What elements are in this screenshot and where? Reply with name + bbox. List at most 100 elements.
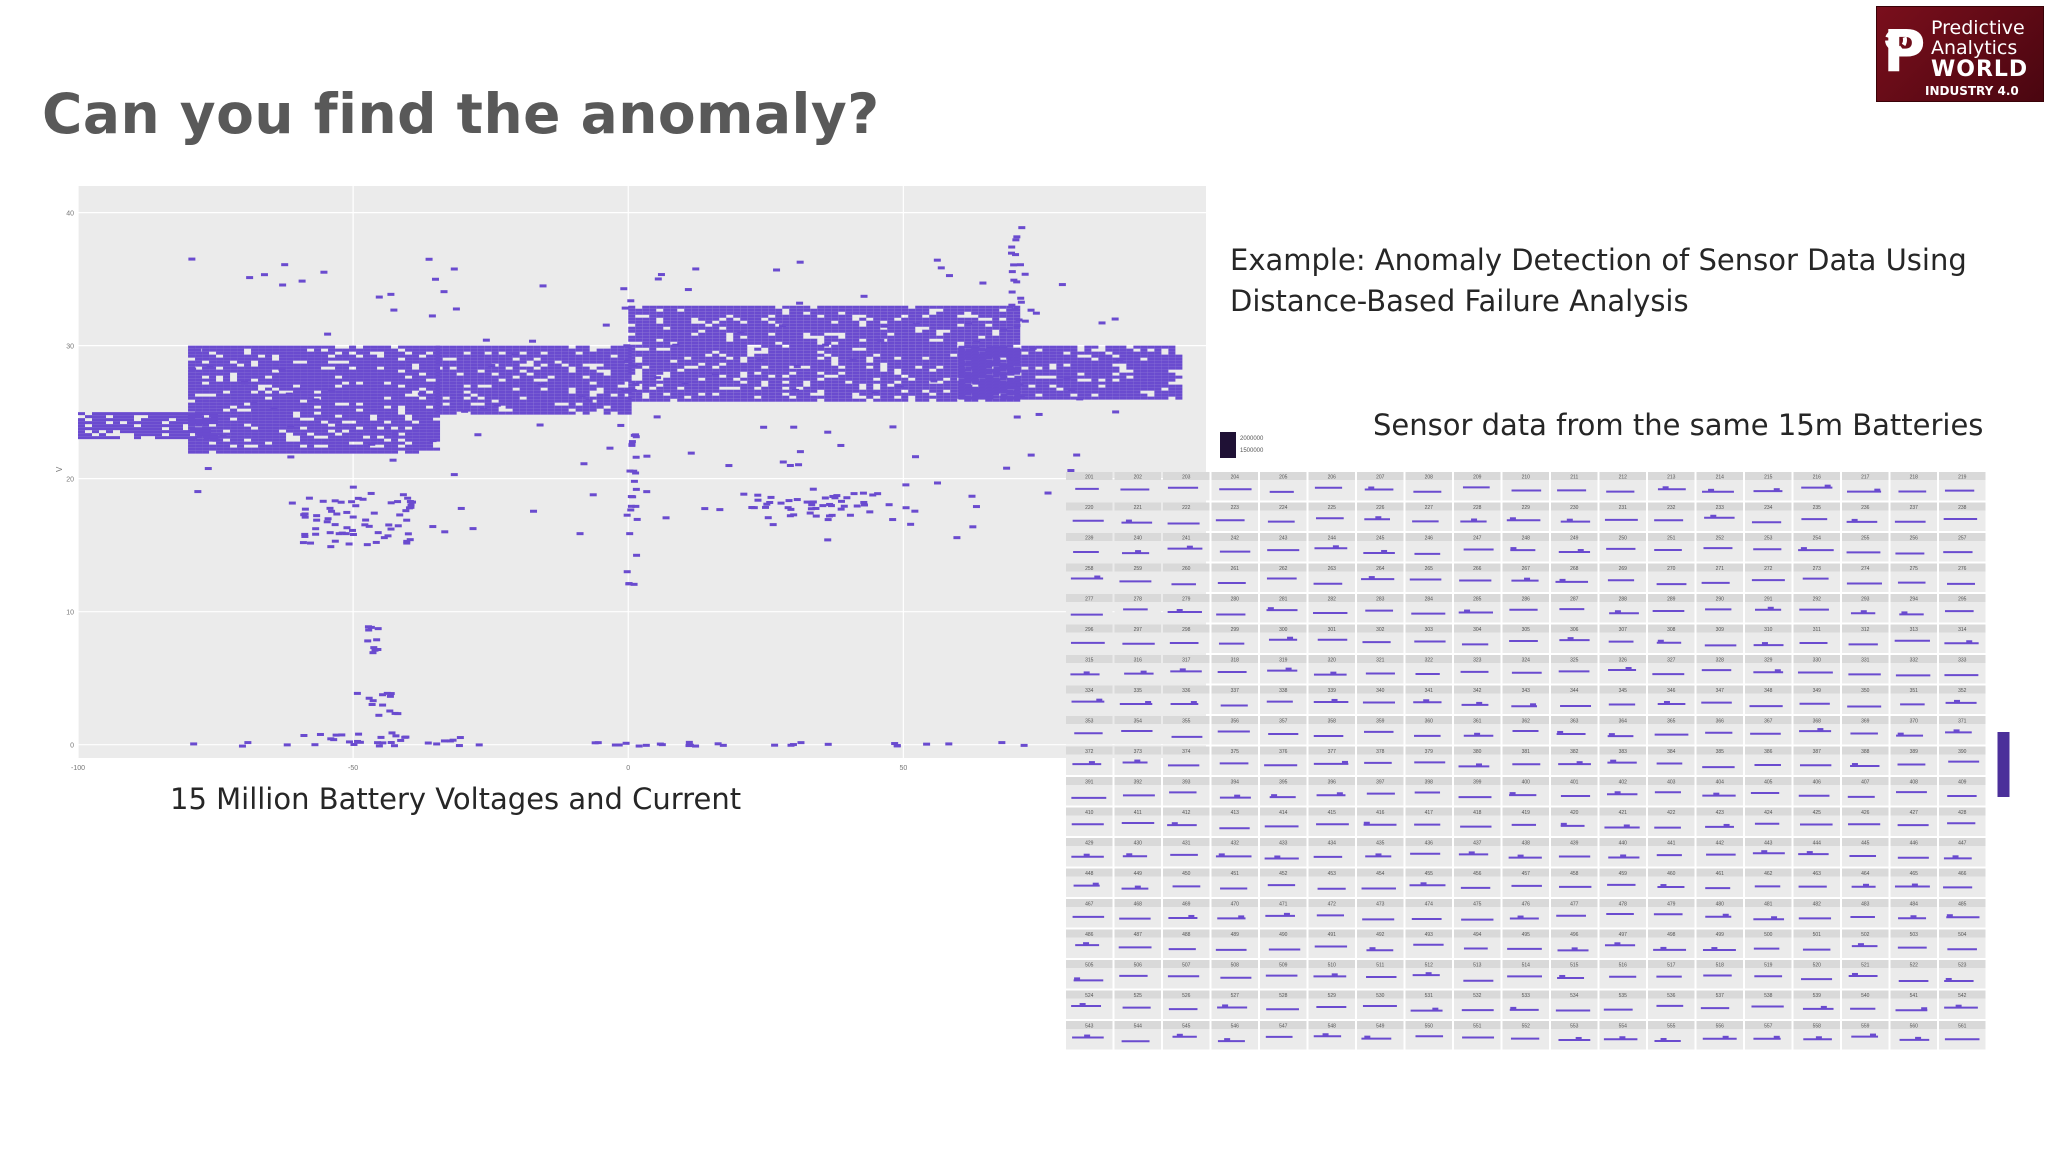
- scatter-point: [726, 395, 734, 399]
- scatter-point: [561, 375, 569, 379]
- scatter-point: [999, 305, 1007, 309]
- scatter-point: [642, 350, 650, 354]
- scatter-point: [796, 450, 804, 454]
- scatter-point: [1070, 390, 1078, 394]
- facet-panel-strip: [1260, 533, 1307, 541]
- scatter-point: [929, 350, 937, 354]
- scatter-point: [603, 363, 611, 367]
- scatter-point: [419, 360, 427, 364]
- scatter-point: [384, 426, 392, 430]
- facet-panel-label: 344: [1570, 688, 1579, 694]
- scatter-point: [230, 366, 238, 370]
- scatter-point: [342, 444, 350, 448]
- scatter-point: [950, 323, 958, 327]
- scatter-point: [908, 332, 916, 336]
- scatter-point: [1112, 381, 1120, 385]
- scatter-point: [852, 365, 860, 369]
- scatter-point: [328, 414, 336, 418]
- scatter-point: [435, 405, 443, 409]
- scatter-point: [575, 408, 583, 412]
- scatter-point: [349, 532, 357, 536]
- scatter-point: [803, 368, 811, 372]
- scatter-point: [747, 368, 755, 372]
- scatter-point: [299, 541, 307, 545]
- scatter-point: [810, 377, 818, 381]
- scatter-point: [817, 380, 825, 384]
- scatter-point: [1007, 348, 1015, 352]
- facet-panel-label: 245: [1376, 536, 1385, 542]
- scatter-point: [1147, 369, 1155, 373]
- scatter-point: [1008, 270, 1016, 274]
- facet-panel-label: 229: [1522, 505, 1531, 511]
- scatter-point: [134, 430, 141, 434]
- scatter-point: [1028, 357, 1036, 361]
- scatter-point: [810, 308, 818, 312]
- scatter-point: [435, 360, 443, 364]
- facet-panel-label: 334: [1085, 688, 1094, 694]
- scatter-point: [705, 377, 713, 381]
- scatter-point: [887, 338, 895, 342]
- facet-panel-label: 256: [1910, 536, 1919, 542]
- scatter-point: [356, 411, 364, 415]
- scatter-point: [491, 366, 499, 370]
- scatter-point: [986, 393, 994, 397]
- scatter-point: [237, 393, 245, 397]
- facet-panel-strip: [1890, 685, 1937, 694]
- scatter-point: [412, 429, 420, 433]
- scatter-point: [230, 381, 238, 385]
- facet-panel-label: 299: [1231, 627, 1240, 633]
- scatter-point: [810, 386, 818, 390]
- scatter-point: [754, 365, 762, 369]
- scatter-point: [470, 366, 478, 370]
- scatter-point: [747, 341, 755, 345]
- scatter-point: [698, 353, 706, 357]
- scatter-point: [314, 417, 322, 421]
- scatter-point: [803, 398, 811, 402]
- scatter-point: [216, 426, 224, 430]
- scatter-point: [733, 314, 741, 318]
- scatter-point: [936, 347, 944, 351]
- scatter-point: [762, 505, 770, 509]
- scatter-point: [628, 320, 636, 324]
- facet-panel-strip: [1114, 563, 1161, 572]
- scatter-point: [370, 369, 378, 373]
- scatter-point: [314, 348, 322, 352]
- scatter-point: [1013, 326, 1021, 330]
- facet-panel-label: 279: [1182, 597, 1191, 603]
- scatter-point: [629, 388, 637, 392]
- scatter-point: [223, 345, 231, 349]
- scatter-point: [387, 527, 395, 531]
- scatter-point: [335, 450, 343, 454]
- scatter-point: [922, 347, 930, 351]
- scatter-point: [335, 438, 343, 442]
- scatter-point: [335, 396, 343, 400]
- scatter-point: [979, 348, 987, 352]
- scatter-point: [838, 326, 846, 330]
- scatter-point: [1028, 366, 1036, 370]
- scatter-point: [929, 329, 937, 333]
- scatter-point: [195, 396, 203, 400]
- scatter-point: [957, 332, 965, 336]
- scatter-point: [992, 395, 1000, 399]
- facet-panel-label: 315: [1085, 658, 1094, 664]
- scatter-point: [807, 507, 815, 511]
- scatter-point: [591, 741, 599, 745]
- scatter-point: [286, 420, 294, 424]
- scatter-point: [300, 414, 308, 418]
- facet-panel-label: 331: [1861, 658, 1870, 664]
- scatter-point: [705, 308, 713, 312]
- scatter-point: [512, 405, 520, 409]
- scatter-point: [1105, 390, 1113, 394]
- facet-point: [1577, 549, 1584, 553]
- scatter-point: [852, 344, 860, 348]
- scatter-point: [377, 441, 385, 445]
- facet-panel-strip: [1745, 624, 1792, 633]
- scatter-point: [456, 351, 464, 355]
- scatter-point: [859, 362, 867, 366]
- scatter-point: [632, 487, 640, 491]
- scatter-point: [1126, 348, 1134, 352]
- scatter-point: [547, 360, 555, 364]
- scatter-point: [859, 335, 867, 339]
- facet-point: [1567, 637, 1574, 641]
- scatter-point: [345, 542, 353, 546]
